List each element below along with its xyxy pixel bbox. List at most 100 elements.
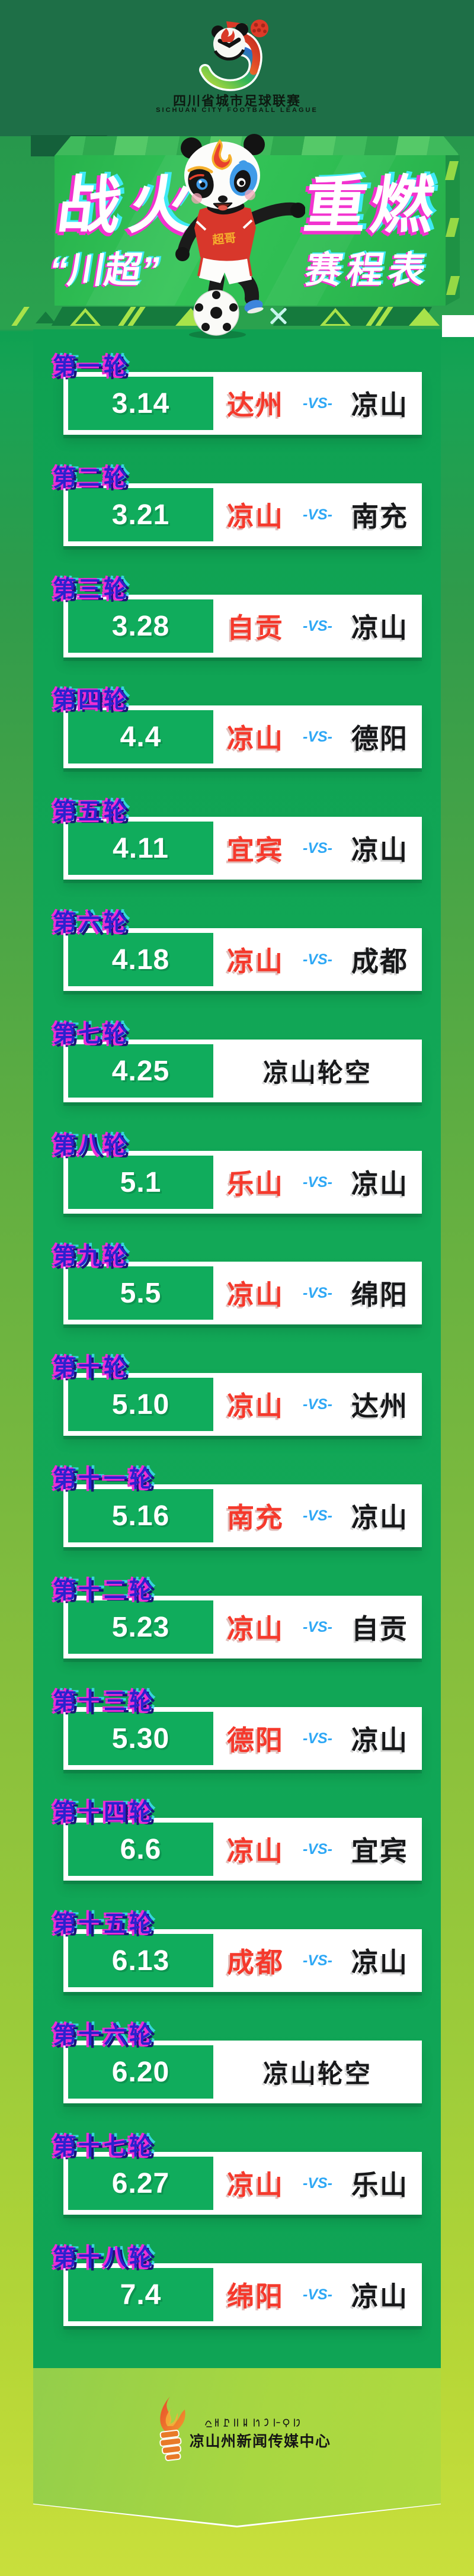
match-card: 5.10 凉山 -VS- 达州 <box>63 1373 422 1436</box>
match-date-box: 5.23 <box>68 1600 213 1654</box>
round-label: 第七轮 <box>53 1021 129 1047</box>
match-card: 5.23 凉山 -VS- 自贡 <box>63 1596 422 1658</box>
round-label: 第十五轮 <box>53 1911 155 1937</box>
home-team: 凉山 <box>227 1613 284 1644</box>
match-date: 3.28 <box>111 610 170 642</box>
matchup: 凉山 -VS- 乐山 <box>213 2152 422 2215</box>
away-team: 达州 <box>351 1391 408 1422</box>
match-date: 4.25 <box>111 1055 170 1087</box>
matchup: 成都 -VS- 凉山 <box>213 1929 422 1992</box>
match-date-box: 6.6 <box>68 1823 213 1876</box>
match-date: 7.4 <box>120 2279 162 2311</box>
vs-label: -VS- <box>303 2286 332 2303</box>
round-row: 第三轮 3.28 自贡 -VS- 凉山 <box>0 570 474 660</box>
match-card: 6.20 凉山轮空 <box>63 2041 422 2103</box>
home-team: 凉山 <box>227 723 284 754</box>
round-row: 第二轮 3.21 凉山 -VS- 南充 <box>0 458 474 548</box>
home-team: 凉山 <box>227 1391 284 1422</box>
away-team: 乐山 <box>351 2170 408 2200</box>
vs-label: -VS- <box>303 1618 332 1635</box>
matchup: 凉山 -VS- 南充 <box>213 483 422 546</box>
round-row: 第十四轮 6.6 凉山 -VS- 宜宾 <box>0 1793 474 1883</box>
vs-label: -VS- <box>303 394 332 412</box>
match-card: 6.27 凉山 -VS- 乐山 <box>63 2152 422 2215</box>
match-date: 5.30 <box>111 1722 170 1754</box>
match-date: 5.1 <box>120 1166 162 1198</box>
vs-label: -VS- <box>303 617 332 634</box>
match-card: 4.11 宜宾 -VS- 凉山 <box>63 817 422 880</box>
home-team: 宜宾 <box>227 835 284 865</box>
away-team: 凉山 <box>351 390 408 421</box>
away-team: 南充 <box>351 501 408 532</box>
match-date-box: 6.27 <box>68 2157 213 2210</box>
away-team: 凉山 <box>351 612 408 643</box>
round-label: 第五轮 <box>53 798 129 825</box>
chevron-band <box>0 304 474 333</box>
match-date-box: 3.28 <box>68 599 213 653</box>
round-row: 第八轮 5.1 乐山 -VS- 凉山 <box>0 1126 474 1216</box>
home-team: 达州 <box>227 390 284 421</box>
league-en-title: SICHUAN CITY FOOTBALL LEAGUE <box>156 107 318 114</box>
torch-logo-icon <box>159 2397 185 2461</box>
white-notch-decoration <box>442 315 474 337</box>
match-date: 5.23 <box>111 1611 170 1643</box>
vs-label: -VS- <box>303 839 332 856</box>
bye-label: 凉山轮空 <box>263 2060 372 2089</box>
away-team: 凉山 <box>351 1169 408 1199</box>
match-date: 6.13 <box>111 1945 170 1977</box>
match-date-box: 5.5 <box>68 1266 213 1320</box>
home-team: 凉山 <box>227 501 284 532</box>
match-date-box: 5.1 <box>68 1156 213 1209</box>
vs-label: -VS- <box>303 1507 332 1524</box>
bye-label: 凉山轮空 <box>263 1059 372 1087</box>
round-label: 第十七轮 <box>53 2134 155 2160</box>
round-row: 第十五轮 6.13 成都 -VS- 凉山 <box>0 1904 474 1994</box>
match-date-box: 5.30 <box>68 1712 213 1765</box>
match-card: 5.1 乐山 -VS- 凉山 <box>63 1151 422 1214</box>
round-label: 第一轮 <box>53 354 129 380</box>
match-card: 3.28 自贡 -VS- 凉山 <box>63 595 422 657</box>
vs-label: -VS- <box>303 951 332 968</box>
match-date-box: 4.11 <box>68 822 213 875</box>
away-team: 凉山 <box>351 1502 408 1533</box>
away-team: 绵阳 <box>351 1279 408 1310</box>
match-date: 3.14 <box>111 387 170 419</box>
match-card: 5.30 德阳 -VS- 凉山 <box>63 1707 422 1770</box>
matchup: 自贡 -VS- 凉山 <box>213 595 422 657</box>
vs-label: -VS- <box>303 1284 332 1301</box>
home-team: 绵阳 <box>227 2281 284 2312</box>
matchup: 达州 -VS- 凉山 <box>213 372 422 435</box>
away-team: 凉山 <box>351 1947 408 1978</box>
round-row: 第七轮 4.25 凉山轮空 <box>0 1015 474 1105</box>
match-date-box: 7.4 <box>68 2268 213 2321</box>
home-team: 成都 <box>227 1947 284 1978</box>
round-label: 第十四轮 <box>53 1799 155 1826</box>
away-team: 德阳 <box>351 723 408 754</box>
home-team: 南充 <box>227 1502 284 1533</box>
vs-label: -VS- <box>303 506 332 523</box>
match-card: 3.21 凉山 -VS- 南充 <box>63 483 422 546</box>
round-row: 第十轮 5.10 凉山 -VS- 达州 <box>0 1348 474 1438</box>
round-label: 第十轮 <box>53 1355 129 1381</box>
vs-label: -VS- <box>303 2174 332 2192</box>
match-card: 3.14 达州 -VS- 凉山 <box>63 372 422 435</box>
vs-label: -VS- <box>303 1396 332 1413</box>
schedule-panel <box>33 329 441 2368</box>
away-team: 凉山 <box>351 1725 408 1756</box>
yi-script-text <box>205 2418 300 2427</box>
matchup: 宜宾 -VS- 凉山 <box>213 817 422 880</box>
match-date-box: 4.18 <box>68 933 213 986</box>
home-team: 凉山 <box>227 946 284 977</box>
match-date: 4.4 <box>120 721 162 753</box>
round-row: 第九轮 5.5 凉山 -VS- 绵阳 <box>0 1237 474 1327</box>
round-label: 第十二轮 <box>53 1577 155 1603</box>
mascot-jersey-text: 超哥 <box>211 230 236 247</box>
matchup: 凉山 -VS- 达州 <box>213 1373 422 1436</box>
round-label: 第六轮 <box>53 910 129 936</box>
match-date: 3.21 <box>111 499 170 531</box>
footer-panel <box>33 2368 441 2526</box>
home-team: 德阳 <box>227 1725 284 1756</box>
vs-label: -VS- <box>303 1173 332 1191</box>
